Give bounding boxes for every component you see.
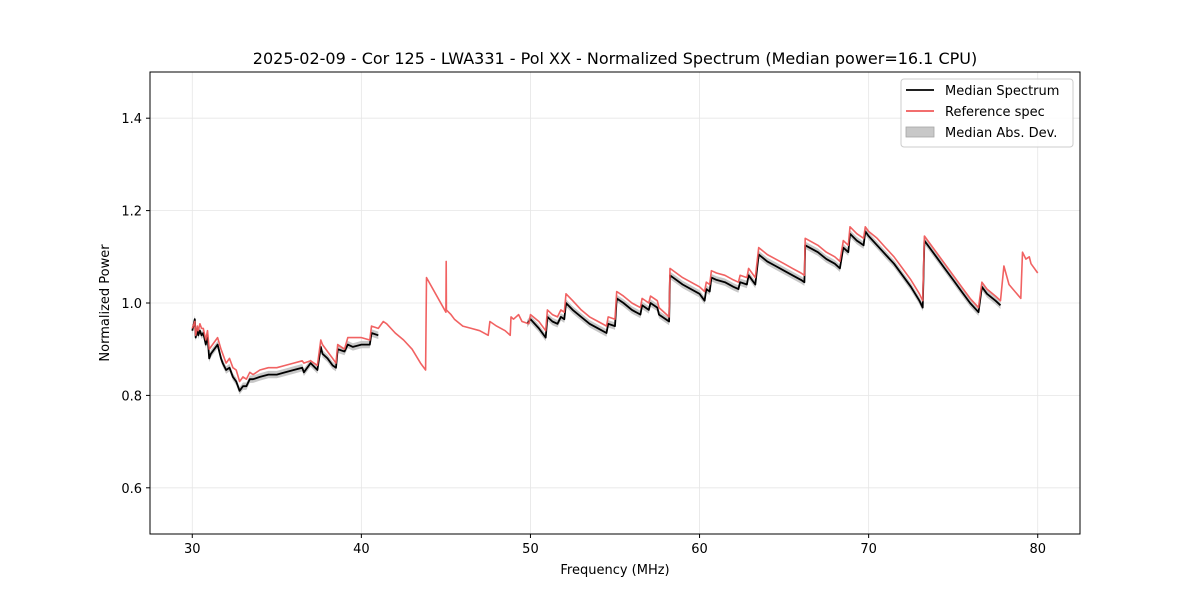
y-tick-label: 0.6 <box>121 482 142 497</box>
x-tick-label: 70 <box>860 542 877 557</box>
x-tick-label: 40 <box>353 542 370 557</box>
y-tick-label: 1.4 <box>121 112 142 127</box>
median-spectrum-line <box>191 318 379 392</box>
y-tick-label: 1.2 <box>121 205 142 220</box>
chart-title: 2025-02-09 - Cor 125 - LWA331 - Pol XX -… <box>253 49 977 68</box>
x-tick-label: 30 <box>184 542 201 557</box>
legend-median-label: Median Spectrum <box>945 84 1059 99</box>
grid-lines <box>150 72 1080 534</box>
legend-mad-swatch <box>905 126 935 138</box>
legend-mad-label: Median Abs. Dev. <box>945 126 1057 141</box>
legend-box <box>900 78 1074 148</box>
mad-band <box>527 227 1001 342</box>
x-tick-label: 80 <box>1029 542 1046 557</box>
x-tick-label: 60 <box>691 542 708 557</box>
x-axis-ticks: 30 40 50 60 70 80 <box>184 534 1046 557</box>
legend-reference-label: Reference spec <box>945 105 1045 120</box>
x-axis-label: Frequency (MHz) <box>560 563 669 578</box>
y-tick-label: 1.0 <box>121 297 142 312</box>
y-tick-label: 0.8 <box>121 389 142 404</box>
mad-band-group <box>192 227 1001 395</box>
legend: Median Spectrum Reference spec Median Ab… <box>900 78 1074 148</box>
x-tick-label: 50 <box>522 542 539 557</box>
y-axis-label: Normalized Power <box>98 244 113 362</box>
reference-spec-line <box>191 226 1039 383</box>
series-group <box>191 226 1039 392</box>
y-axis-ticks: 0.6 0.8 1.0 1.2 1.4 <box>121 112 150 497</box>
median-spectrum-line <box>526 230 1002 339</box>
